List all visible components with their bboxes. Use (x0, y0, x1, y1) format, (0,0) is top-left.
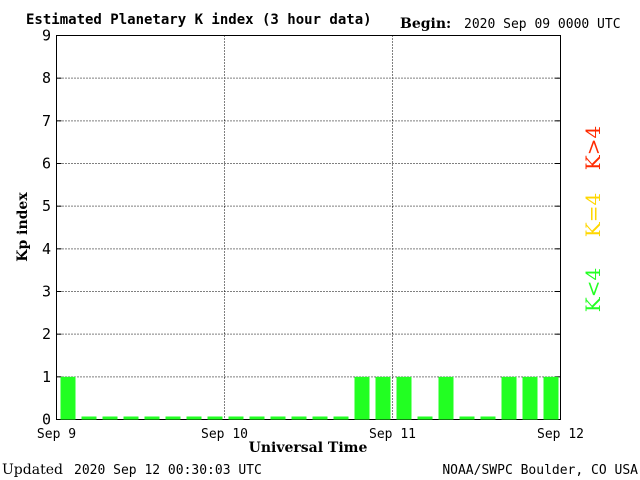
grid-lines (56, 35, 561, 420)
kp-bar (81, 416, 97, 420)
x-axis-label: Universal Time (249, 440, 368, 456)
kp-bar (291, 416, 307, 420)
kp-bar (438, 376, 454, 420)
kp-bar (102, 416, 118, 420)
x-tick-label: Sep 10 (201, 427, 248, 442)
chart-title: Estimated Planetary K index (3 hour data… (26, 12, 372, 28)
kp-bar (396, 376, 412, 420)
x-tick-label: Sep 12 (537, 427, 584, 442)
kp-bar (522, 376, 538, 420)
kp-bar (543, 376, 559, 420)
kp-bar (375, 376, 391, 420)
kp-bar (60, 376, 76, 420)
kp-bar (270, 416, 286, 420)
kp-bar (186, 416, 202, 420)
y-tick-label: 7 (42, 112, 51, 130)
kp-bar (417, 416, 433, 420)
bar-series (60, 376, 559, 420)
kp-bar (459, 416, 475, 420)
y-tick-label: 0 (42, 411, 51, 429)
y-tick-label: 5 (42, 197, 51, 215)
source-credit: NOAA/SWPC Boulder, CO USA (442, 463, 638, 478)
plot-area (56, 35, 561, 420)
kp-bar (207, 416, 223, 420)
kp-bar (333, 416, 349, 420)
legend-k-less-4: K<4 (581, 268, 605, 312)
x-axis-tick-labels: Sep 9 Sep 10 Sep 11 Sep 12 (37, 427, 584, 442)
legend-k-greater-4: K>4 (581, 126, 605, 170)
y-tick-label: 3 (42, 283, 51, 301)
begin-value: 2020 Sep 09 0000 UTC (464, 17, 621, 32)
kp-bar (144, 416, 160, 420)
kp-bar (165, 416, 181, 420)
y-tick-label: 9 (42, 27, 51, 45)
updated-value: 2020 Sep 12 00:30:03 UTC (74, 463, 262, 478)
legend-k-equal-4: K=4 (581, 193, 605, 237)
kp-bar (354, 376, 370, 420)
kp-bar (228, 416, 244, 420)
y-axis-tick-labels: 0 1 2 3 4 5 6 7 8 9 (42, 27, 51, 429)
y-tick-label: 8 (42, 69, 51, 87)
x-tick-label: Sep 11 (369, 427, 416, 442)
begin-label: Begin: (400, 16, 451, 32)
y-axis-label: Kp index (15, 192, 31, 262)
kp-bar (123, 416, 139, 420)
kp-bar (249, 416, 265, 420)
kp-bar (312, 416, 328, 420)
y-tick-label: 2 (42, 325, 51, 343)
y-tick-label: 4 (42, 240, 51, 258)
kp-bar (501, 376, 517, 420)
x-tick-label: Sep 9 (37, 427, 76, 442)
y-tick-label: 6 (42, 155, 51, 173)
y-tick-label: 1 (42, 368, 51, 386)
updated-label: Updated (2, 462, 63, 478)
kp-bar (480, 416, 496, 420)
